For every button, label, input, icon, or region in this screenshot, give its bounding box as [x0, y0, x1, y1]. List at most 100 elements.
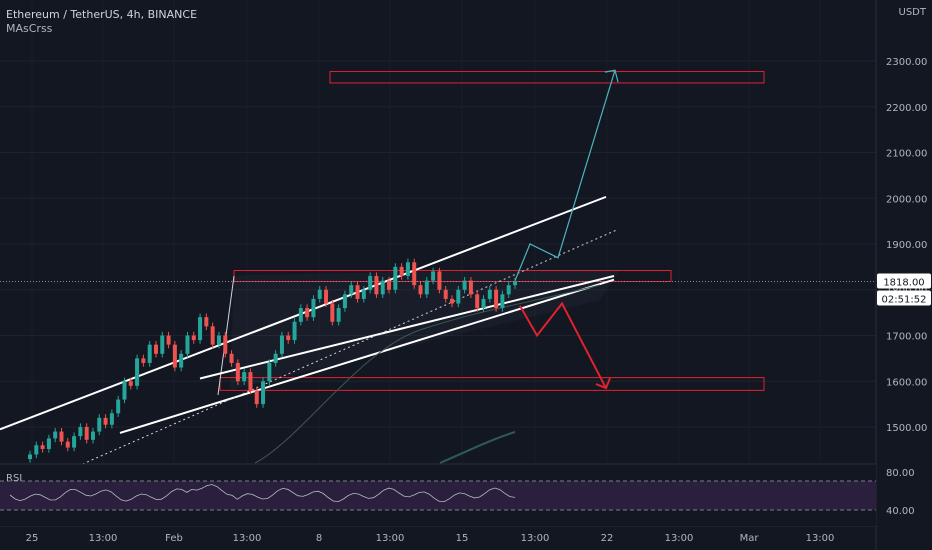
- candle-body: [78, 427, 83, 437]
- chart-legend: Ethereum / TetherUS, 4h, BINANCE MAsCrss: [6, 8, 197, 36]
- candle-body: [286, 335, 291, 341]
- candle-body: [305, 308, 310, 318]
- candle-body: [500, 294, 505, 309]
- candle-body: [506, 285, 511, 295]
- candle-body: [468, 280, 473, 295]
- candle-body: [380, 280, 385, 295]
- price-zones: [0, 71, 876, 391]
- candle-body: [393, 266, 398, 290]
- y-tick-label: 1700.00: [886, 332, 927, 343]
- candle-body: [72, 436, 77, 448]
- projection-down-path: [519, 301, 607, 389]
- candle-body: [103, 417, 108, 425]
- candle-body: [298, 308, 303, 322]
- candle-body: [223, 335, 228, 354]
- candle-body: [172, 344, 177, 368]
- candle-body: [443, 289, 448, 299]
- x-tick-label: 13:00: [806, 533, 835, 544]
- candle-body: [273, 353, 278, 363]
- x-tick-label: 25: [26, 533, 39, 544]
- y-tick-label: 2100.00: [886, 149, 927, 160]
- x-tick-label: 13:00: [376, 533, 405, 544]
- candle-body: [160, 335, 165, 354]
- projection-down-arrowhead: [595, 377, 611, 390]
- candle-body: [166, 335, 171, 345]
- symbol-title: Ethereum / TetherUS, 4h, BINANCE: [6, 8, 198, 21]
- candle-body: [116, 399, 121, 414]
- candles: [28, 258, 517, 463]
- candle-body: [349, 285, 354, 295]
- rsi-line: [9, 484, 516, 503]
- candle-body: [153, 344, 158, 354]
- candle-body: [135, 358, 140, 386]
- candle-body: [279, 335, 284, 354]
- projection-paths: [514, 69, 619, 390]
- candle-body: [311, 298, 316, 318]
- candle-body: [204, 317, 209, 327]
- candle-body: [368, 276, 373, 290]
- candle-body: [342, 294, 347, 309]
- candle-body: [481, 298, 486, 309]
- x-tick-label: 15: [456, 533, 469, 544]
- candle-body: [475, 294, 480, 309]
- candle-body: [65, 441, 70, 448]
- y-tick-label: 2000.00: [886, 194, 927, 205]
- candle-body: [141, 358, 146, 363]
- candle-body: [179, 353, 184, 368]
- x-tick-label: 13:00: [89, 533, 118, 544]
- candle-body: [292, 321, 297, 341]
- candle-body: [229, 353, 234, 363]
- candle-body: [437, 271, 442, 290]
- target-zone: [329, 71, 765, 84]
- rsi-band: [0, 481, 876, 510]
- x-tick-label: 13:00: [665, 533, 694, 544]
- rsi-tick-label: 40.00: [886, 506, 915, 517]
- candle-body: [128, 381, 133, 386]
- candle-body: [494, 289, 499, 309]
- candle-body: [122, 381, 127, 400]
- x-tick-label: 22: [601, 533, 614, 544]
- candle-body: [261, 381, 266, 405]
- last-price-label: 1818.00: [883, 278, 924, 289]
- candle-body: [254, 390, 259, 405]
- projection-up-path: [514, 69, 616, 281]
- price-axis: 2300.002200.002100.002000.001900.001800.…: [875, 0, 932, 550]
- candle-body: [235, 362, 240, 382]
- candle-body: [317, 289, 322, 299]
- countdown-label: 02:51:52: [882, 295, 927, 306]
- channel-median: [0, 229, 617, 501]
- candle-body: [399, 266, 404, 277]
- rsi-label: RSI: [6, 473, 23, 484]
- candle-body: [109, 413, 114, 425]
- candle-body: [53, 431, 58, 439]
- candle-body: [267, 362, 272, 382]
- channel-lower: [119, 278, 615, 434]
- candle-body: [191, 335, 196, 341]
- candle-body: [361, 289, 366, 299]
- support-zone: [219, 377, 765, 391]
- trend-channel: [0, 195, 620, 501]
- candle-body: [456, 289, 461, 304]
- candle-body: [431, 271, 436, 281]
- candle-body: [40, 445, 45, 449]
- candle-body: [412, 262, 417, 286]
- candle-body: [387, 280, 392, 290]
- rsi-tick-label: 80.00: [886, 468, 915, 479]
- time-axis: 25 13:00 Feb 13:00 8 13:00 15 13:00 22 13:00 Mar 13…: [0, 525, 876, 544]
- candle-body: [424, 280, 429, 295]
- candle-body: [59, 431, 64, 442]
- candle-body: [84, 427, 89, 440]
- candle-body: [46, 438, 51, 449]
- y-tick-label: 1900.00: [886, 240, 927, 251]
- candle-body: [330, 303, 335, 322]
- x-tick-label: Mar: [740, 533, 760, 544]
- candle-body: [147, 344, 152, 363]
- x-tick-label: Feb: [165, 533, 183, 544]
- x-tick-label: 13:00: [233, 533, 262, 544]
- candle-body: [210, 326, 215, 345]
- candle-body: [28, 454, 32, 460]
- candle-body: [185, 335, 190, 354]
- candle-body: [374, 276, 379, 295]
- candle-body: [450, 298, 455, 304]
